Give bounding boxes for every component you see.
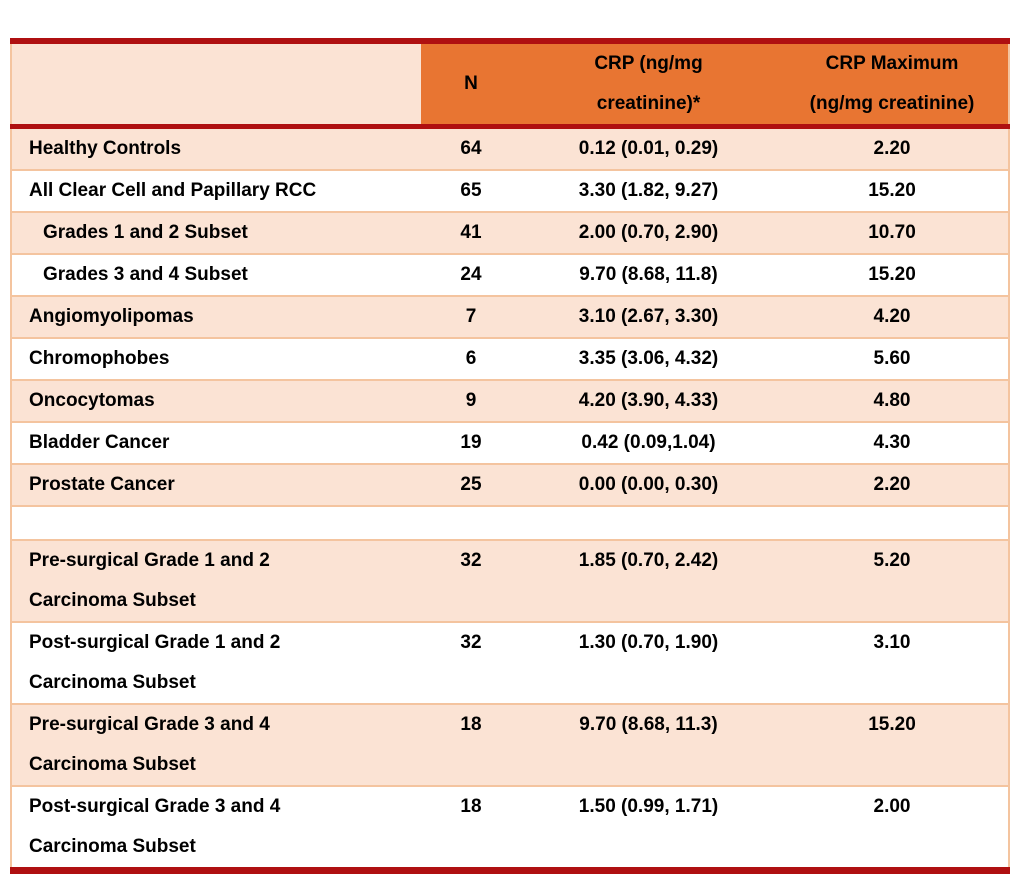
table-row: Prostate Cancer 25 0.00 (0.00, 0.30) 2.2… bbox=[11, 464, 1009, 506]
row-label: Post-surgical Grade 1 and 2 Carcinoma Su… bbox=[11, 622, 421, 704]
cell-n: 9 bbox=[421, 380, 521, 422]
cell-crp: 3.10 (2.67, 3.30) bbox=[521, 296, 776, 338]
row-label: Post-surgical Grade 3 and 4 Carcinoma Su… bbox=[11, 786, 421, 871]
table-row: Grades 3 and 4 Subset 24 9.70 (8.68, 11.… bbox=[11, 254, 1009, 296]
cell-crp: 0.00 (0.00, 0.30) bbox=[521, 464, 776, 506]
cell-crp-max: 15.20 bbox=[776, 704, 1009, 786]
cell-n: 41 bbox=[421, 212, 521, 254]
row-label bbox=[11, 506, 421, 540]
table-row: Angiomyolipomas 7 3.10 (2.67, 3.30) 4.20 bbox=[11, 296, 1009, 338]
row-label: Grades 3 and 4 Subset bbox=[11, 254, 421, 296]
cell-crp-max: 15.20 bbox=[776, 170, 1009, 212]
row-label: Prostate Cancer bbox=[11, 464, 421, 506]
table-row: Bladder Cancer 19 0.42 (0.09,1.04) 4.30 bbox=[11, 422, 1009, 464]
row-label: Pre-surgical Grade 3 and 4 Carcinoma Sub… bbox=[11, 704, 421, 786]
row-label: Angiomyolipomas bbox=[11, 296, 421, 338]
cell-crp-max: 4.80 bbox=[776, 380, 1009, 422]
cell-crp-max: 2.20 bbox=[776, 126, 1009, 170]
cell-crp: 2.00 (0.70, 2.90) bbox=[521, 212, 776, 254]
table-row: All Clear Cell and Papillary RCC 65 3.30… bbox=[11, 170, 1009, 212]
table-row: Pre-surgical Grade 1 and 2 Carcinoma Sub… bbox=[11, 540, 1009, 622]
column-header-crp-max-line1: CRP Maximum bbox=[825, 53, 959, 74]
cell-crp: 0.42 (0.09,1.04) bbox=[521, 422, 776, 464]
cell-crp-max: 2.20 bbox=[776, 464, 1009, 506]
cell-crp bbox=[521, 506, 776, 540]
column-header-crp-line1: CRP (ng/mg bbox=[594, 53, 703, 74]
cell-crp: 3.35 (3.06, 4.32) bbox=[521, 338, 776, 380]
column-header-crp-max: CRP Maximum (ng/mg creatinine) bbox=[776, 41, 1009, 129]
crp-results-table: N CRP (ng/mg creatinine)* CRP Maximum (n… bbox=[10, 38, 1010, 874]
cell-n: 64 bbox=[421, 126, 521, 170]
table-row: Pre-surgical Grade 3 and 4 Carcinoma Sub… bbox=[11, 704, 1009, 786]
cell-crp: 1.85 (0.70, 2.42) bbox=[521, 540, 776, 622]
cell-n: 32 bbox=[421, 540, 521, 622]
cell-crp: 1.50 (0.99, 1.71) bbox=[521, 786, 776, 871]
cell-crp: 1.30 (0.70, 1.90) bbox=[521, 622, 776, 704]
cell-crp-max: 2.00 bbox=[776, 786, 1009, 871]
cell-crp: 4.20 (3.90, 4.33) bbox=[521, 380, 776, 422]
cell-n: 19 bbox=[421, 422, 521, 464]
cell-crp: 9.70 (8.68, 11.8) bbox=[521, 254, 776, 296]
cell-crp-max: 4.30 bbox=[776, 422, 1009, 464]
cell-n: 18 bbox=[421, 786, 521, 871]
row-label: Grades 1 and 2 Subset bbox=[11, 212, 421, 254]
column-header-crp-max-line2: (ng/mg creatinine) bbox=[809, 93, 975, 114]
cell-crp: 9.70 (8.68, 11.3) bbox=[521, 704, 776, 786]
cell-n: 7 bbox=[421, 296, 521, 338]
cell-n: 6 bbox=[421, 338, 521, 380]
cell-n: 25 bbox=[421, 464, 521, 506]
cell-n: 65 bbox=[421, 170, 521, 212]
table-row: Chromophobes 6 3.35 (3.06, 4.32) 5.60 bbox=[11, 338, 1009, 380]
cell-n: 18 bbox=[421, 704, 521, 786]
cell-n: 32 bbox=[421, 622, 521, 704]
row-label: Healthy Controls bbox=[11, 126, 421, 170]
cell-n bbox=[421, 506, 521, 540]
column-header-crp: CRP (ng/mg creatinine)* bbox=[521, 41, 776, 129]
cell-n: 24 bbox=[421, 254, 521, 296]
cell-crp-max bbox=[776, 506, 1009, 540]
spacer-row bbox=[11, 506, 1009, 540]
column-header-n: N bbox=[421, 41, 521, 129]
row-label: All Clear Cell and Papillary RCC bbox=[11, 170, 421, 212]
column-header-crp-line2: creatinine)* bbox=[596, 93, 701, 114]
row-label: Pre-surgical Grade 1 and 2 Carcinoma Sub… bbox=[11, 540, 421, 622]
table-row: Post-surgical Grade 3 and 4 Carcinoma Su… bbox=[11, 786, 1009, 871]
header-row: N CRP (ng/mg creatinine)* CRP Maximum (n… bbox=[11, 41, 1009, 129]
cell-crp-max: 4.20 bbox=[776, 296, 1009, 338]
row-label: Chromophobes bbox=[11, 338, 421, 380]
table-row: Post-surgical Grade 1 and 2 Carcinoma Su… bbox=[11, 622, 1009, 704]
row-label: Oncocytomas bbox=[11, 380, 421, 422]
cell-crp-max: 3.10 bbox=[776, 622, 1009, 704]
cell-crp: 3.30 (1.82, 9.27) bbox=[521, 170, 776, 212]
crp-results-table-container: N CRP (ng/mg creatinine)* CRP Maximum (n… bbox=[10, 38, 1010, 874]
cell-crp-max: 5.20 bbox=[776, 540, 1009, 622]
row-label: Bladder Cancer bbox=[11, 422, 421, 464]
cell-crp-max: 10.70 bbox=[776, 212, 1009, 254]
cell-crp: 0.12 (0.01, 0.29) bbox=[521, 126, 776, 170]
cell-crp-max: 5.60 bbox=[776, 338, 1009, 380]
column-header-blank bbox=[11, 41, 421, 129]
cell-crp-max: 15.20 bbox=[776, 254, 1009, 296]
table-row: Oncocytomas 9 4.20 (3.90, 4.33) 4.80 bbox=[11, 380, 1009, 422]
table-row: Healthy Controls 64 0.12 (0.01, 0.29) 2.… bbox=[11, 126, 1009, 170]
table-row: Grades 1 and 2 Subset 41 2.00 (0.70, 2.9… bbox=[11, 212, 1009, 254]
